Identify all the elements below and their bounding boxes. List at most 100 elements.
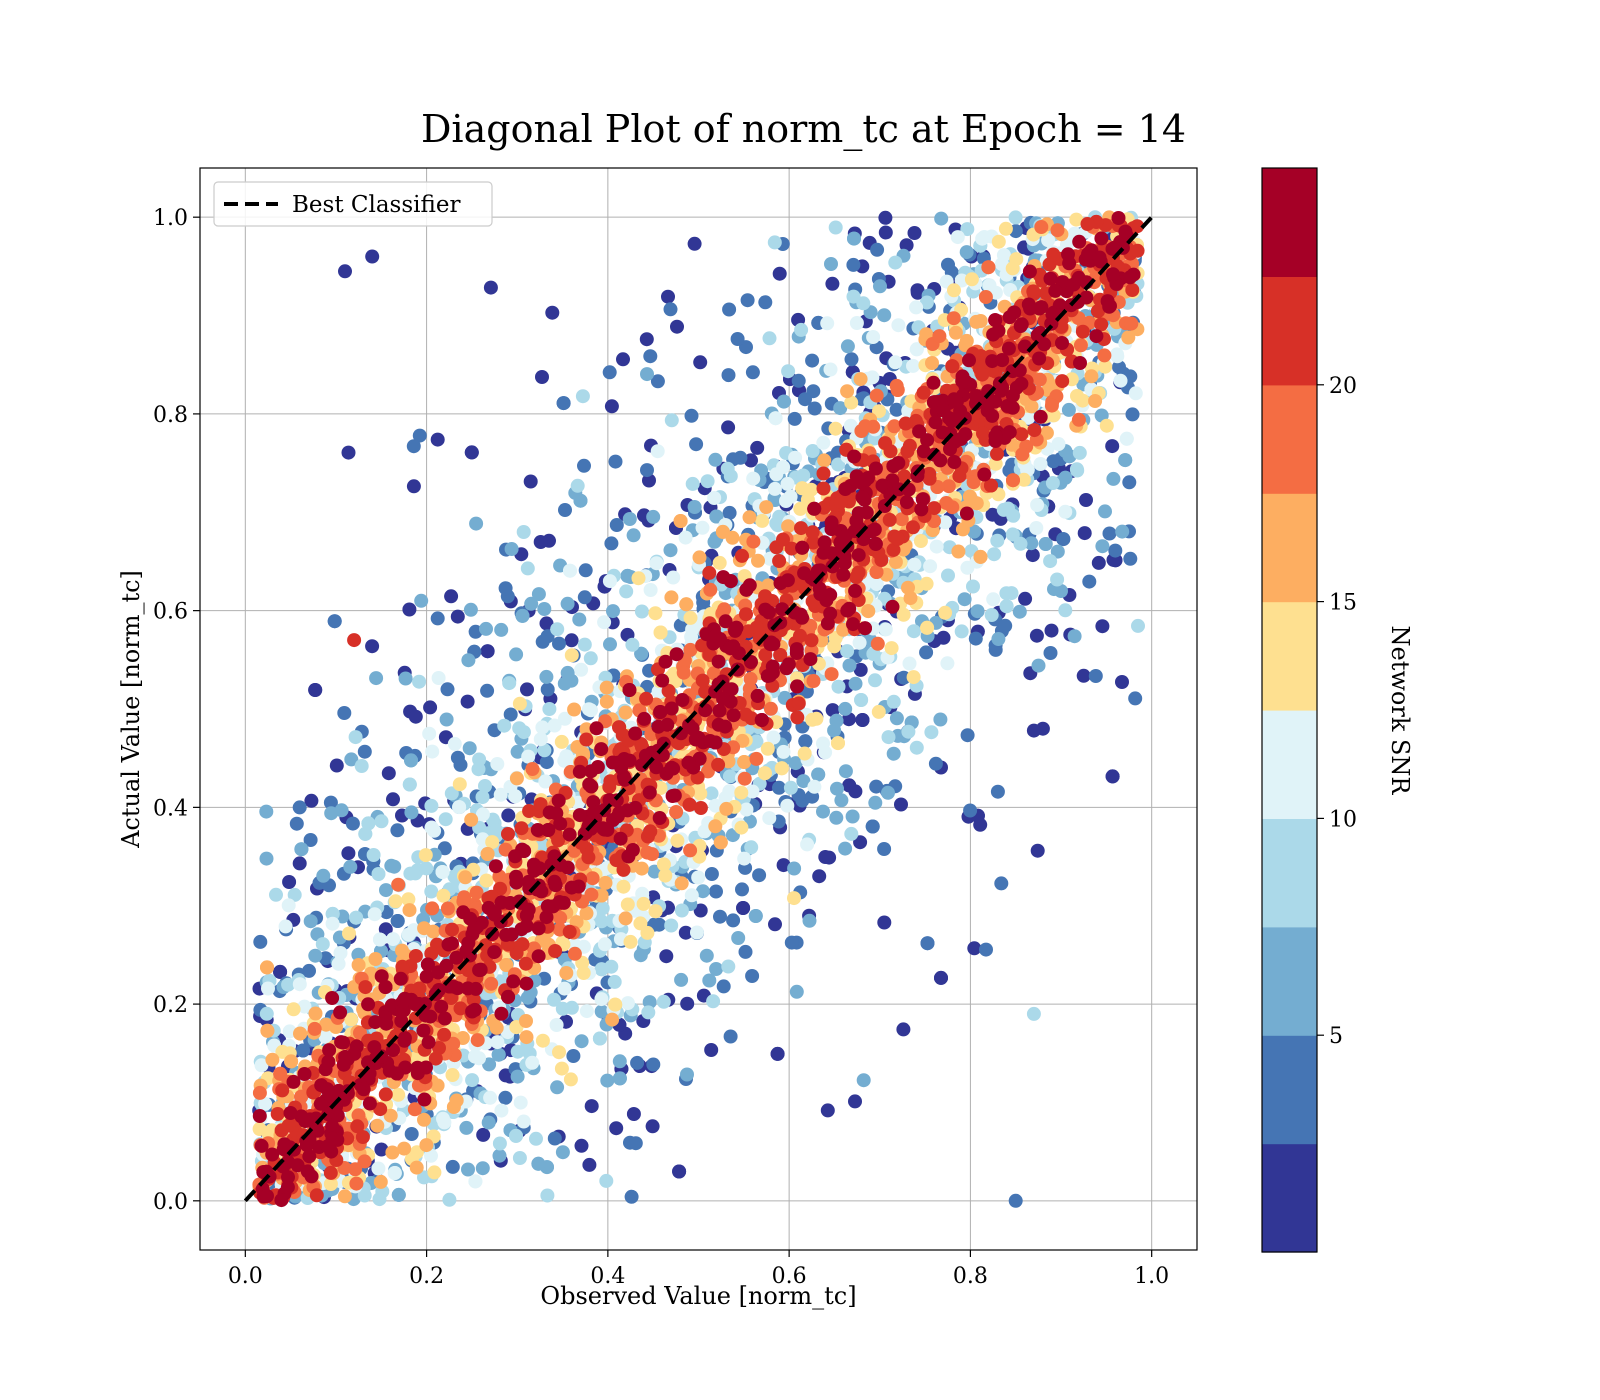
scatter-point <box>749 751 764 766</box>
scatter-point <box>465 1073 480 1088</box>
scatter-point <box>576 966 591 980</box>
scatter-point <box>333 946 348 960</box>
scatter-point <box>259 851 274 866</box>
scatter-point <box>887 419 902 434</box>
scatter-point <box>402 777 417 792</box>
scatter-point <box>749 734 764 749</box>
scatter-point <box>878 210 893 225</box>
scatter-point <box>560 596 575 611</box>
scatter-point <box>840 339 855 354</box>
scatter-point <box>889 402 904 417</box>
scatter-point <box>672 1164 687 1179</box>
scatter-point <box>712 555 727 570</box>
scatter-point <box>924 725 939 740</box>
scatter-point <box>292 856 307 871</box>
scatter-point <box>1016 472 1031 487</box>
scatter-point <box>766 730 781 745</box>
scatter-point <box>533 732 548 747</box>
scatter-point <box>602 574 617 589</box>
scatter-point <box>445 1159 460 1174</box>
scatter-point <box>482 1057 497 1072</box>
scatter-point <box>331 956 346 971</box>
scatter-point <box>888 555 903 569</box>
scatter-point <box>1077 526 1092 541</box>
scatter-point <box>999 586 1014 601</box>
scatter-point <box>457 890 472 905</box>
scatter-point <box>649 556 664 571</box>
scatter-point <box>642 473 656 488</box>
scatter-point <box>436 888 451 903</box>
scatter-point <box>723 469 738 484</box>
scatter-point <box>516 1114 531 1129</box>
scatter-point <box>776 394 791 409</box>
scatter-point <box>805 444 820 458</box>
scatter-point <box>643 349 658 364</box>
scatter-point <box>896 1022 911 1037</box>
scatter-point <box>563 563 577 578</box>
scatter-point <box>730 332 745 346</box>
scatter-point <box>846 289 861 304</box>
scatter-point <box>509 771 524 786</box>
scatter-point <box>386 932 401 947</box>
scatter-point <box>1071 412 1086 427</box>
scatter-point <box>577 458 591 473</box>
scatter-point <box>401 892 416 907</box>
scatter-point <box>619 584 634 599</box>
scatter-point <box>838 701 853 716</box>
scatter-point <box>549 1018 564 1032</box>
scatter-point <box>437 841 452 856</box>
scatter-point <box>816 804 830 819</box>
scatter-point <box>556 396 571 411</box>
scatter-point <box>939 496 954 510</box>
scatter-point <box>884 641 899 656</box>
scatter-point <box>567 946 582 961</box>
scatter-point <box>998 221 1013 236</box>
scatter-point <box>920 936 935 951</box>
scatter-point <box>1088 669 1103 683</box>
scatter-point <box>934 211 949 226</box>
scatter-point <box>480 847 495 861</box>
scatter-point <box>704 1043 719 1057</box>
scatter-point <box>594 1004 609 1019</box>
scatter-point <box>529 1131 543 1146</box>
scatter-point <box>648 904 663 919</box>
scatter-point <box>379 883 393 898</box>
scatter-point <box>925 356 939 370</box>
scatter-point <box>570 478 585 493</box>
scatter-point <box>1115 524 1130 539</box>
scatter-point <box>599 680 614 695</box>
scatter-point <box>343 859 358 874</box>
scatter-point <box>770 1046 785 1061</box>
scatter-point <box>431 671 446 685</box>
scatter-point <box>709 509 724 524</box>
scatter-point <box>440 901 455 916</box>
scatter-point <box>460 694 475 709</box>
scatter-point <box>554 1061 569 1076</box>
scatter-point <box>624 1189 639 1204</box>
scatter-point <box>783 489 798 504</box>
scatter-point <box>909 740 924 755</box>
scatter-point <box>347 633 362 648</box>
scatter-point <box>414 593 429 608</box>
scatter-point <box>479 873 494 888</box>
scatter-point <box>695 884 710 899</box>
scatter-point <box>807 401 822 416</box>
scatter-point <box>510 1044 525 1059</box>
scatter-point <box>1125 407 1140 422</box>
scatter-point <box>690 925 704 940</box>
scatter-point <box>550 1080 565 1095</box>
scatter-point <box>438 812 453 827</box>
scatter-point <box>634 646 649 661</box>
scatter-point <box>877 308 892 323</box>
scatter-point <box>498 581 513 596</box>
scatter-point <box>566 1049 581 1063</box>
scatter-point <box>548 944 563 958</box>
scatter-point <box>1051 437 1066 451</box>
scatter-point <box>390 914 405 928</box>
scatter-point <box>772 266 787 281</box>
scatter-point <box>685 476 700 491</box>
scatter-point <box>894 797 908 812</box>
scatter-point <box>381 766 396 781</box>
scatter-point <box>607 974 622 989</box>
scatter-point <box>909 342 924 357</box>
